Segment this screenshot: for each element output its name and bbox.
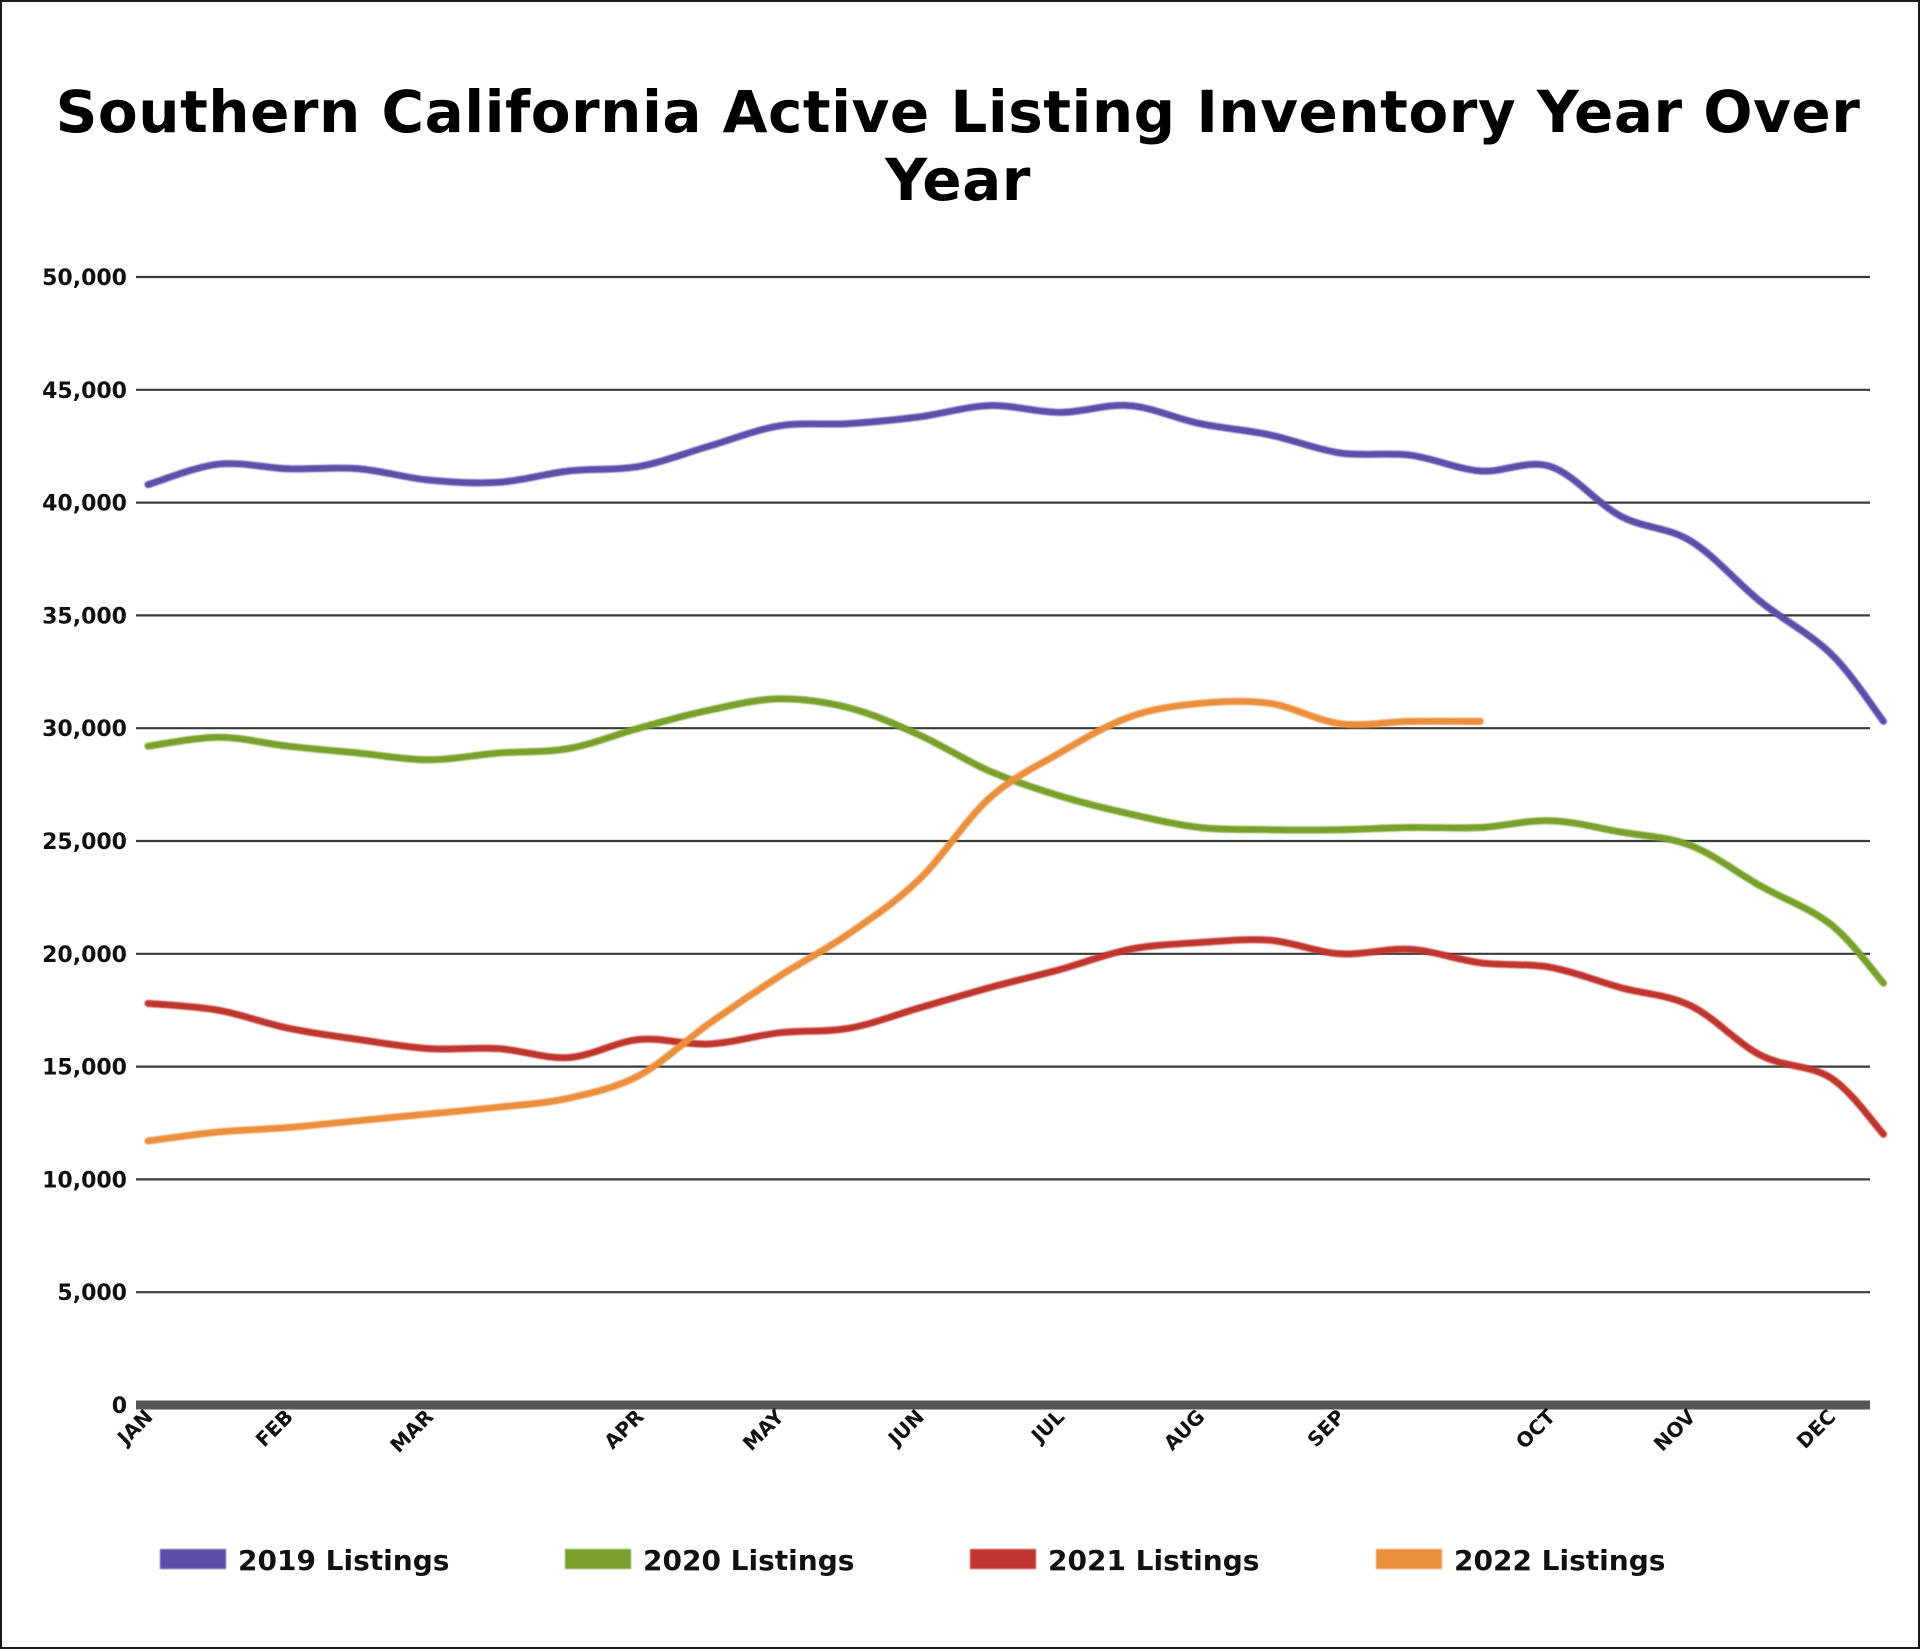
x-tick-label-jul: JUL [1025, 1404, 1069, 1448]
chart-title: Southern California Active Listing Inven… [55, 78, 1861, 214]
y-tick-label: 0 [112, 1394, 127, 1419]
series-line-2019-listings [144, 401, 1887, 725]
y-tick-label: 20,000 [42, 943, 127, 968]
x-tick-label-feb: FEB [251, 1405, 298, 1452]
y-tick-label: 50,000 [42, 266, 127, 291]
series-line-2021-listings [144, 936, 1887, 1138]
x-tick-label-may: MAY [738, 1404, 789, 1455]
y-tick-label: 40,000 [42, 492, 127, 517]
y-tick-label: 45,000 [42, 379, 127, 404]
x-axis-ticks: JAN FEB MAR APR MAY JUN JUL AUG SEP OCT NOV DEC [111, 1404, 1840, 1457]
legend-swatch-2019-listings [160, 1549, 226, 1569]
legend-label-2022-listings: 2022 Listings [1454, 1544, 1665, 1577]
series-lines [144, 401, 1887, 1145]
legend-swatch-2022-listings [1376, 1549, 1442, 1569]
y-tick-label: 10,000 [42, 1168, 127, 1193]
legend-label-2019-listings: 2019 Listings [238, 1544, 449, 1577]
legend: 2019 Listings 2020 Listings 2021 Listings 2… [160, 1544, 1665, 1577]
x-tick-label-oct: OCT [1511, 1404, 1560, 1453]
x-tick-label-sep: SEP [1302, 1405, 1349, 1452]
series-line-2022-listings [144, 697, 1484, 1145]
legend-swatch-2021-listings [970, 1549, 1036, 1569]
y-axis-ticks: 0 5,000 10,000 15,000 20,000 25,000 30,000 35,0… [42, 266, 127, 1419]
y-tick-label: 5,000 [57, 1281, 127, 1306]
x-tick-label-nov: NOV [1649, 1404, 1701, 1456]
x-tick-label-apr: APR [599, 1405, 648, 1454]
series-line-2020-listings [144, 695, 1887, 987]
y-tick-label: 15,000 [42, 1056, 127, 1081]
y-tick-label: 25,000 [42, 830, 127, 855]
x-tick-label-mar: MAR [385, 1405, 438, 1458]
gridlines [136, 275, 1870, 1410]
legend-label-2021-listings: 2021 Listings [1048, 1544, 1259, 1577]
y-tick-label: 30,000 [42, 717, 127, 742]
y-tick-label: 35,000 [42, 604, 127, 629]
legend-swatch-2020-listings [565, 1549, 631, 1569]
x-tick-label-dec: DEC [1792, 1405, 1841, 1454]
x-tick-label-jun: JUN [882, 1405, 929, 1452]
legend-label-2020-listings: 2020 Listings [643, 1544, 854, 1577]
x-tick-label-aug: AUG [1159, 1405, 1210, 1456]
